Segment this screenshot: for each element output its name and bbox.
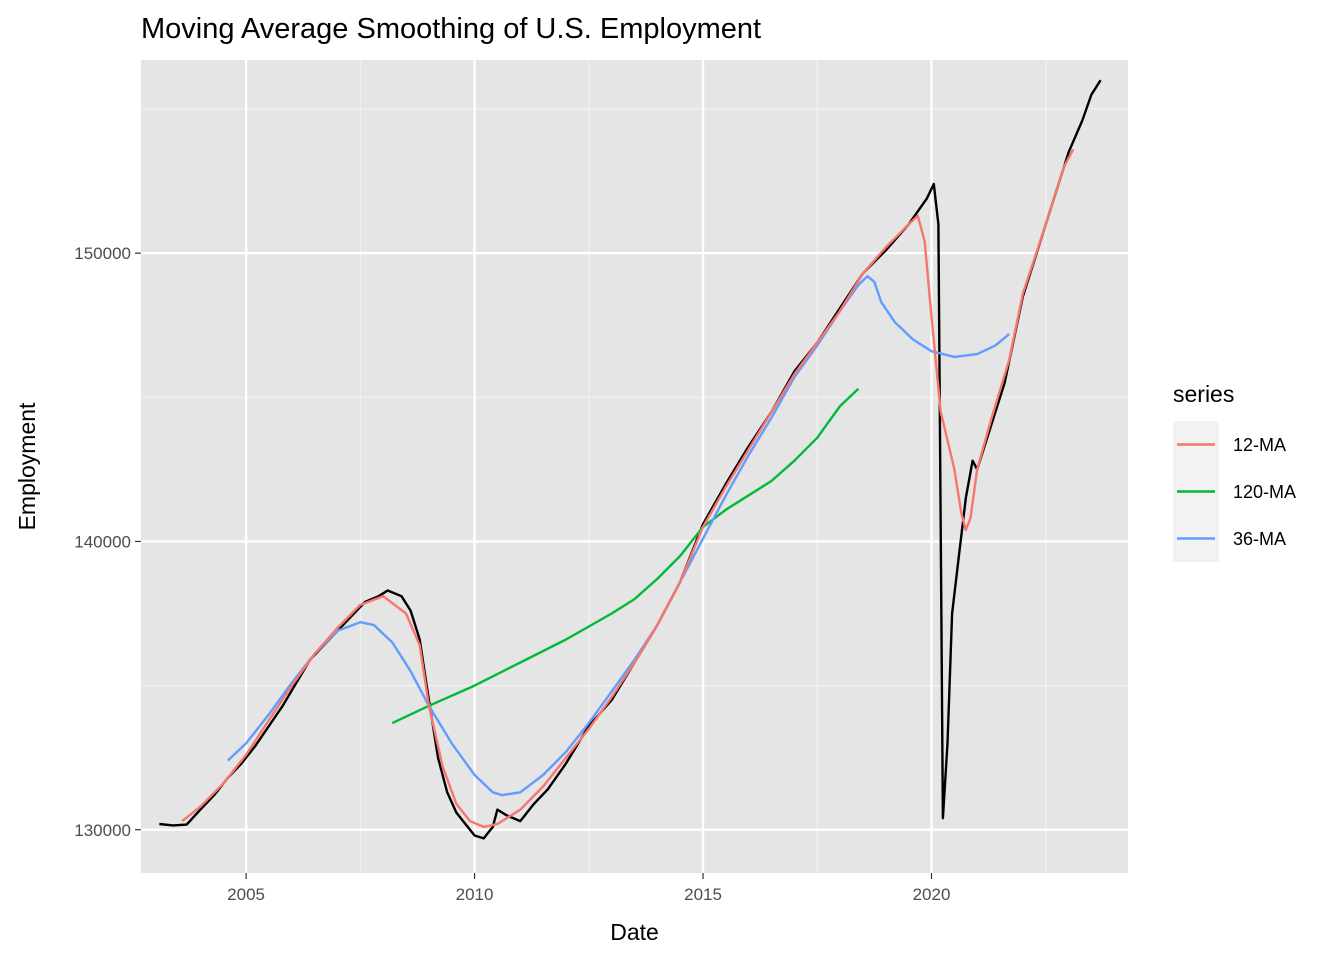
legend-label: 36-MA bbox=[1233, 529, 1286, 549]
x-tick-label: 2010 bbox=[456, 885, 494, 904]
y-tick-label: 150000 bbox=[74, 244, 131, 263]
major-gridlines bbox=[141, 60, 1128, 873]
y-axis-title: Employment bbox=[14, 402, 40, 530]
y-tick-label: 130000 bbox=[74, 821, 131, 840]
series-lines bbox=[159, 79, 1102, 840]
x-tick-label: 2015 bbox=[684, 885, 722, 904]
plot-panel bbox=[141, 60, 1128, 873]
legend: series 12-MA 120-MA 36-MA bbox=[1173, 381, 1296, 562]
y-axis: 130000 140000 150000 bbox=[74, 244, 141, 840]
legend-title: series bbox=[1173, 381, 1234, 407]
x-tick-label: 2020 bbox=[913, 885, 951, 904]
y-tick-label: 140000 bbox=[74, 532, 131, 551]
series-line-12-ma bbox=[181, 148, 1075, 829]
x-tick-label: 2005 bbox=[227, 885, 265, 904]
legend-items: 12-MA 120-MA 36-MA bbox=[1173, 421, 1296, 562]
chart-title: Moving Average Smoothing of U.S. Employm… bbox=[141, 13, 761, 45]
x-axis-title: Date bbox=[610, 919, 659, 945]
series-line-120-ma bbox=[391, 387, 860, 725]
x-axis: 2005 2010 2015 2020 bbox=[227, 873, 950, 904]
series-line-36-ma bbox=[226, 275, 1010, 797]
legend-label: 12-MA bbox=[1233, 435, 1286, 455]
minor-gridlines bbox=[141, 60, 1128, 873]
legend-label: 120-MA bbox=[1233, 482, 1296, 502]
